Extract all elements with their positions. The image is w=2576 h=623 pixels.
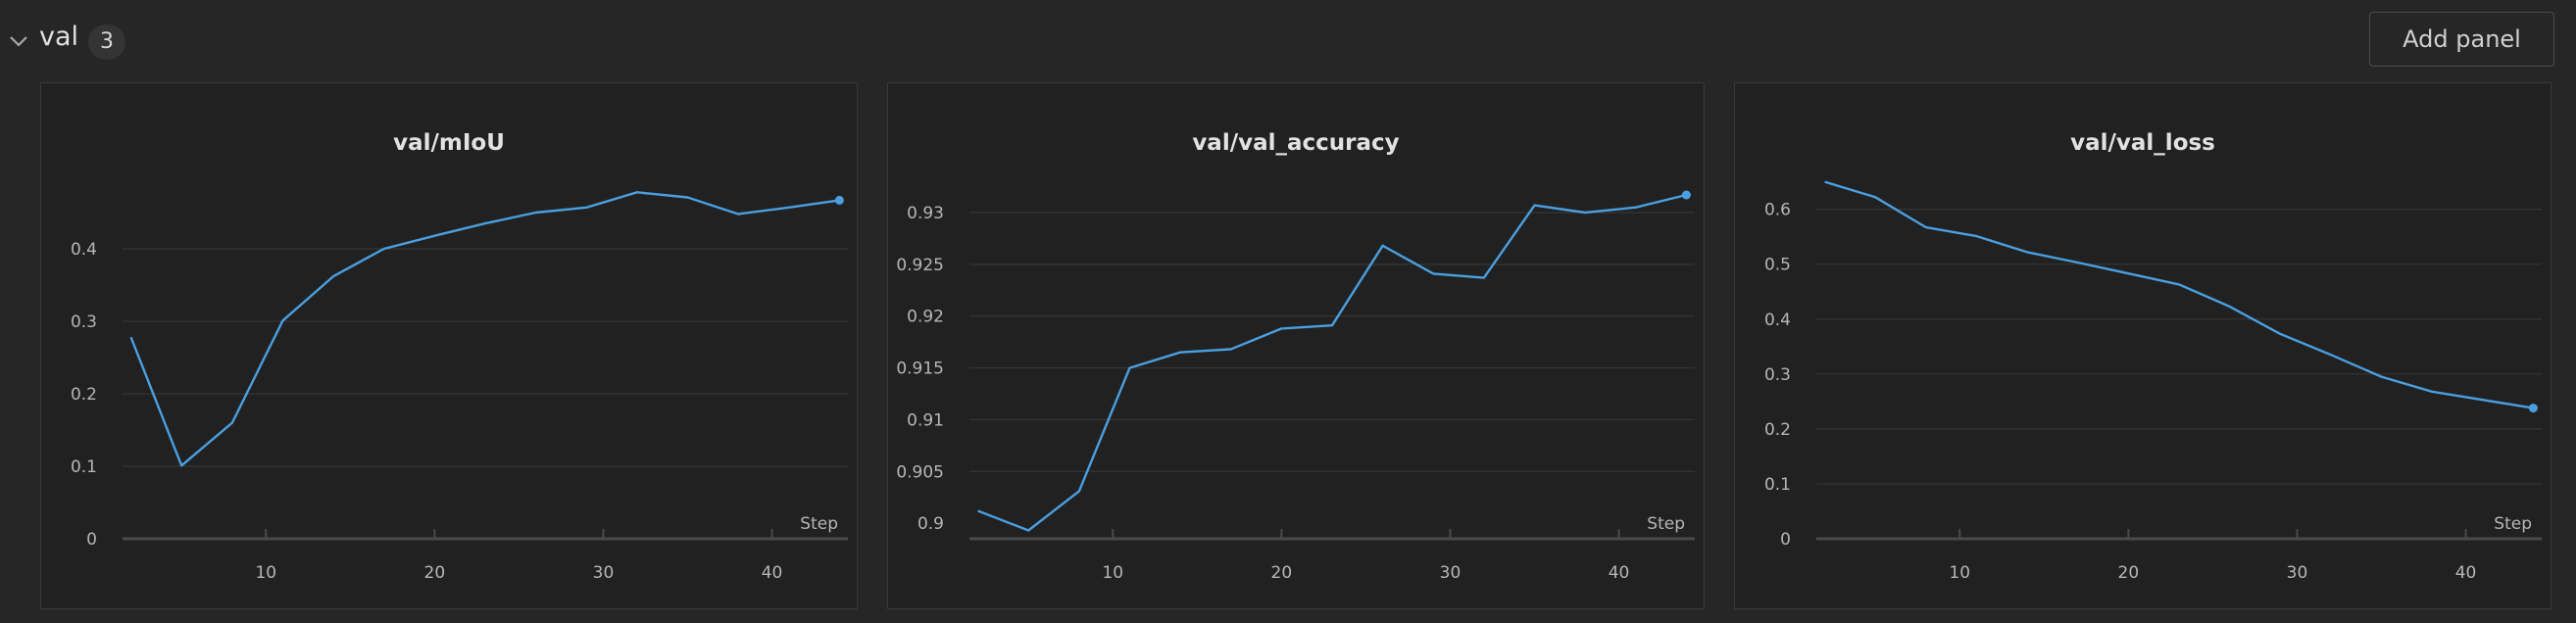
data-point <box>2122 267 2134 279</box>
y-tick-label: 0.4 <box>71 240 97 260</box>
y-tick-label: 0.91 <box>907 410 944 430</box>
x-tick-label: 20 <box>1271 563 1293 583</box>
chart-panel-val-loss[interactable]: val/val_loss 0 0.1 0.2 0.3 0.4 0.5 0.6 10 20 30 40… <box>1734 82 2551 609</box>
data-point <box>276 314 288 326</box>
x-tick-label: 20 <box>424 563 446 583</box>
y-tick-label: 0.9 <box>917 514 944 534</box>
y-tick-label: 0.1 <box>1764 475 1791 495</box>
data-point <box>327 270 339 282</box>
data-point <box>1920 221 1932 233</box>
data-point <box>1478 272 1490 284</box>
chart-title: val/mIoU <box>393 130 505 156</box>
data-point <box>1869 191 1881 203</box>
data-point <box>783 202 795 214</box>
data-point <box>1970 230 1982 242</box>
panel-count-badge: 3 <box>88 24 125 60</box>
y-tick-label: 0.3 <box>1764 365 1791 385</box>
x-tick-label: 40 <box>762 563 783 583</box>
data-point <box>1275 322 1287 334</box>
y-tick-label: 0.925 <box>896 256 944 275</box>
y-tick-label: 0.915 <box>896 359 944 379</box>
series-line <box>977 193 1687 532</box>
section-header: val 3 Add panel <box>0 0 2576 82</box>
data-point <box>378 243 390 255</box>
data-point <box>2426 386 2438 398</box>
chart-title: val/val_accuracy <box>1192 130 1400 156</box>
data-point <box>2274 328 2286 340</box>
section-title[interactable]: val <box>39 22 79 52</box>
x-tick-label: 30 <box>2287 563 2308 583</box>
series-line <box>129 191 840 467</box>
y-tick-label: 0.1 <box>71 457 97 477</box>
data-point <box>226 417 238 429</box>
data-point <box>631 186 643 198</box>
y-tick-label: 0.2 <box>71 385 97 405</box>
data-point <box>2224 301 2236 312</box>
data-point <box>1579 207 1591 218</box>
last-point-marker <box>2528 404 2538 413</box>
last-point-marker <box>834 195 844 205</box>
y-tick-label: 0.4 <box>1764 311 1791 330</box>
x-tick-label: 40 <box>2455 563 2477 583</box>
data-point <box>682 191 694 203</box>
y-tick-label: 0.6 <box>1764 201 1791 220</box>
data-point <box>125 331 137 343</box>
x-axis-label: Step <box>1647 514 1685 534</box>
chevron-down-icon[interactable] <box>8 33 29 49</box>
chart-panel-val-accuracy[interactable]: val/val_accuracy 0.9 0.905 0.91 0.915 0.92 0.… <box>887 82 1705 609</box>
data-point <box>732 208 744 219</box>
last-point-marker <box>1681 190 1691 200</box>
data-point <box>1529 200 1541 212</box>
val-accuracy-line-chart[interactable]: 0.9 0.905 0.91 0.915 0.92 0.925 0.93 10 20 30 40 St… <box>888 83 1706 610</box>
chart-title: val/val_loss <box>2070 130 2215 156</box>
data-point <box>1022 525 1034 537</box>
y-tick-label: 0.93 <box>907 204 944 223</box>
data-point <box>530 207 542 218</box>
y-tick-label: 0.5 <box>1764 256 1791 275</box>
x-tick-label: 10 <box>255 563 276 583</box>
data-point <box>1225 344 1237 356</box>
data-point <box>1123 362 1135 374</box>
val-loss-line-chart[interactable]: 0 0.1 0.2 0.3 0.4 0.5 0.6 10 20 30 40 Step <box>1735 83 2552 610</box>
x-axis-label: Step <box>2494 514 2532 534</box>
add-panel-button[interactable]: Add panel <box>2369 12 2554 67</box>
x-tick-label: 10 <box>1949 563 1970 583</box>
data-point <box>2477 394 2489 406</box>
x-tick-label: 40 <box>1609 563 1630 583</box>
x-tick-label: 20 <box>2118 563 2140 583</box>
data-point <box>1427 267 1439 279</box>
y-tick-label: 0.92 <box>907 308 944 327</box>
x-tick-label: 30 <box>593 563 615 583</box>
data-point <box>2376 371 2388 383</box>
x-tick-label: 10 <box>1102 563 1123 583</box>
data-point <box>2173 278 2185 290</box>
x-axis-label: Step <box>800 514 838 534</box>
y-tick-label: 0 <box>86 530 97 550</box>
y-tick-label: 0.2 <box>1764 420 1791 440</box>
data-point <box>2072 257 2084 268</box>
data-point <box>1174 347 1186 359</box>
data-point <box>1819 176 1831 188</box>
data-point <box>1377 240 1389 252</box>
x-tick-label: 30 <box>1440 563 1461 583</box>
data-point <box>1073 485 1085 497</box>
chart-panel-miou[interactable]: val/mIoU 0 0.1 0.2 0.3 0.4 10 20 30 40 Step <box>40 82 858 609</box>
miou-line-chart[interactable]: 0 0.1 0.2 0.3 0.4 10 20 30 40 Step <box>41 83 859 610</box>
y-tick-label: 0.3 <box>71 312 97 332</box>
data-point <box>580 202 592 214</box>
data-point <box>2325 349 2337 360</box>
series-line <box>1824 180 2534 409</box>
data-point <box>1326 319 1338 331</box>
data-point <box>972 504 984 516</box>
data-point <box>1630 202 1642 214</box>
y-tick-label: 0 <box>1780 530 1791 550</box>
data-point <box>479 217 491 229</box>
data-point <box>2021 246 2033 258</box>
y-tick-label: 0.905 <box>896 462 944 482</box>
data-point <box>175 459 187 471</box>
data-point <box>428 230 440 242</box>
